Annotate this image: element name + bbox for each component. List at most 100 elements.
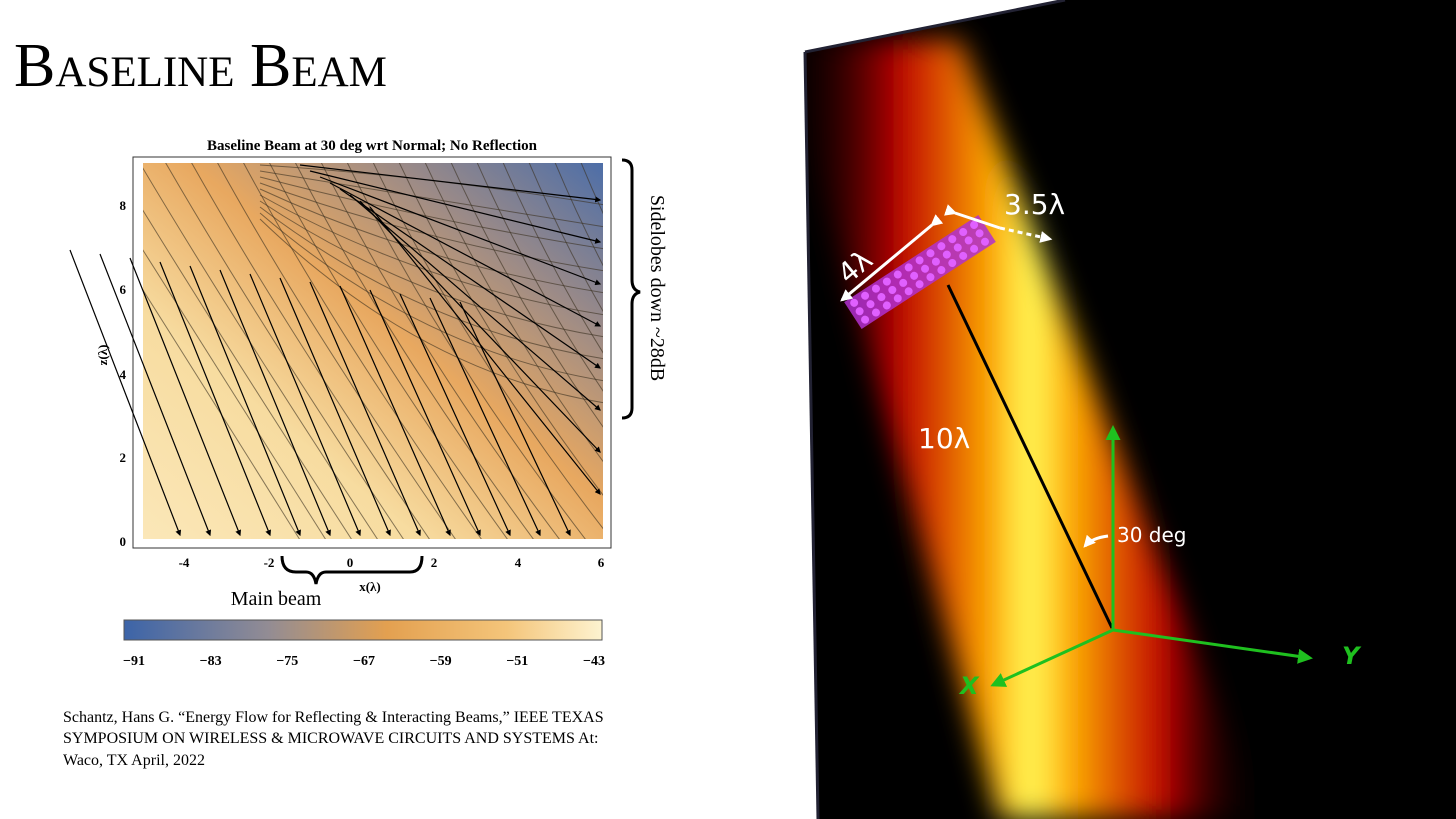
x-tick-label: -2 bbox=[264, 555, 275, 570]
flow-arrow bbox=[129, 257, 242, 537]
flow-arrow bbox=[309, 281, 421, 537]
flow-arrow bbox=[279, 277, 391, 537]
render-panel bbox=[805, 0, 1456, 819]
contour bbox=[165, 163, 404, 539]
y-axis-label: z(λ) bbox=[95, 345, 110, 366]
width-label: 3.5λ bbox=[1004, 188, 1065, 221]
contour bbox=[259, 206, 603, 360]
flow-arrow bbox=[399, 293, 511, 537]
flow-arrow bbox=[359, 200, 601, 453]
citation-line: Schantz, Hans G. “Energy Flow for Reflec… bbox=[63, 709, 604, 726]
contour bbox=[259, 188, 603, 294]
y-tick-label: 8 bbox=[120, 198, 127, 213]
antenna-element bbox=[871, 308, 880, 317]
contour bbox=[554, 163, 603, 267]
flow-arrow bbox=[339, 188, 601, 369]
antenna-element bbox=[970, 220, 979, 229]
contour bbox=[143, 167, 378, 539]
antenna-element bbox=[948, 258, 957, 267]
flow-arrow bbox=[339, 285, 451, 537]
contour bbox=[528, 163, 603, 313]
contour bbox=[269, 163, 508, 539]
flow-arrow bbox=[319, 176, 602, 286]
antenna-element bbox=[953, 243, 962, 252]
contour bbox=[320, 163, 560, 539]
distance-line bbox=[946, 284, 1114, 629]
y-axis bbox=[1112, 628, 1313, 664]
antenna-element bbox=[970, 244, 979, 253]
x-axis-label: X bbox=[958, 672, 980, 700]
y-axis-label: Y bbox=[1342, 642, 1362, 670]
contour bbox=[476, 163, 603, 392]
main-beam-note: Main beam bbox=[231, 588, 322, 610]
flow-arrow bbox=[369, 289, 481, 537]
antenna-element bbox=[866, 300, 875, 309]
sidelobe-brace bbox=[621, 158, 641, 420]
antenna-element bbox=[861, 315, 870, 324]
panel-edge bbox=[804, 0, 1066, 54]
colorbar-tick-label: −83 bbox=[200, 654, 222, 669]
x-axis bbox=[990, 628, 1114, 687]
x-tick-label: 4 bbox=[515, 555, 522, 570]
flow-arrow bbox=[349, 194, 601, 411]
contour bbox=[259, 200, 603, 338]
flow-arrow bbox=[299, 164, 602, 203]
flow-arrow bbox=[219, 269, 331, 537]
contour bbox=[502, 163, 603, 354]
x-tick-label: 6 bbox=[598, 555, 605, 570]
colorbar-tick-label: −67 bbox=[353, 654, 375, 669]
contour bbox=[143, 209, 352, 539]
antenna-element bbox=[959, 251, 968, 260]
length-arrow bbox=[840, 214, 944, 302]
x-tick-label: 0 bbox=[347, 555, 354, 570]
contour bbox=[191, 163, 430, 539]
flow-arrows bbox=[69, 164, 602, 537]
main-beam-brace bbox=[280, 555, 424, 585]
colorbar-tick-label: −91 bbox=[123, 654, 145, 669]
y-tick-label: 4 bbox=[120, 367, 127, 382]
flow-arrow bbox=[249, 273, 361, 537]
antenna-element bbox=[942, 250, 951, 259]
colorbar-tick-label: −43 bbox=[583, 654, 605, 669]
citation: Schantz, Hans G. “Energy Flow for Reflec… bbox=[63, 709, 608, 769]
y-tick-label: 0 bbox=[120, 534, 127, 549]
antenna-element bbox=[980, 237, 989, 246]
contour bbox=[259, 212, 603, 382]
flow-arrow bbox=[159, 261, 271, 537]
flow-arrow bbox=[309, 170, 602, 244]
contour bbox=[294, 163, 534, 539]
x-axis-label: x(λ) bbox=[359, 579, 381, 594]
distance-label: 10λ bbox=[918, 422, 970, 455]
antenna-element bbox=[882, 301, 891, 310]
flow-arrow bbox=[99, 253, 212, 537]
panel-edge bbox=[803, 51, 820, 819]
contour bbox=[450, 163, 603, 428]
colorbar-tick-label: −75 bbox=[276, 654, 298, 669]
flow-arrow bbox=[429, 297, 541, 537]
antenna-element bbox=[959, 228, 968, 237]
slide-title: Baseline Beam bbox=[14, 32, 387, 100]
antenna-element bbox=[948, 235, 957, 244]
plot-title: Baseline Beam at 30 deg wrt Normal; No R… bbox=[207, 138, 538, 154]
flow-arrow bbox=[189, 265, 301, 537]
flow-arrow bbox=[329, 182, 602, 327]
citation-line: Waco, TX April, 2022 bbox=[63, 752, 205, 769]
sidelobe-note: Sidelobes down ~28dB bbox=[646, 195, 668, 381]
contour bbox=[580, 163, 603, 215]
width-arrow bbox=[943, 204, 1001, 230]
antenna-element bbox=[964, 236, 973, 245]
contour bbox=[243, 163, 482, 539]
angle-label: 30 deg bbox=[1117, 523, 1187, 547]
contour bbox=[259, 170, 603, 228]
flow-arrow bbox=[369, 206, 601, 495]
contour bbox=[259, 176, 603, 250]
x-tick-label: 2 bbox=[431, 555, 438, 570]
flow-arrow bbox=[459, 301, 571, 537]
contour bbox=[372, 163, 603, 530]
x-tick-label: -4 bbox=[179, 555, 190, 570]
plot-field bbox=[143, 163, 603, 539]
antenna-element bbox=[855, 307, 864, 316]
angle-arrow bbox=[1083, 534, 1109, 548]
